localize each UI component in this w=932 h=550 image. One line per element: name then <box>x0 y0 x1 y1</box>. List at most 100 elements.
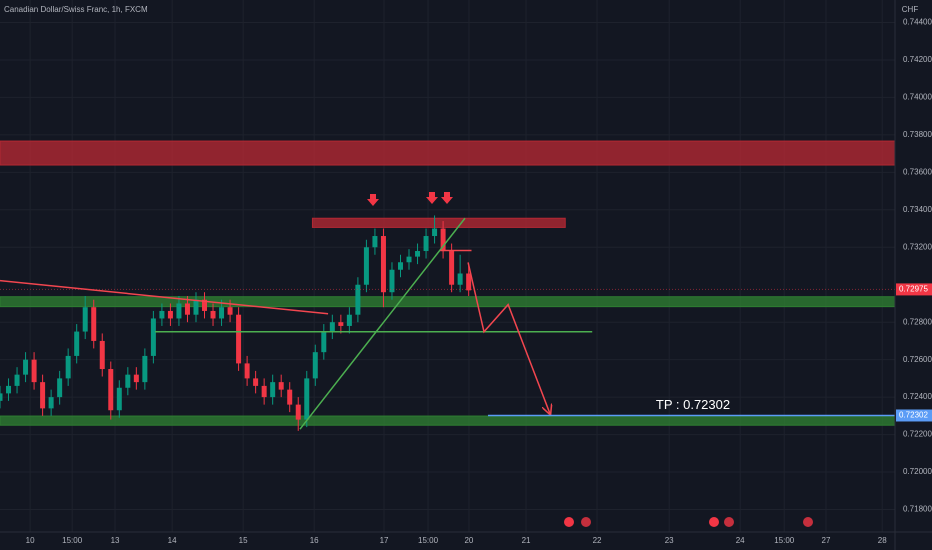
x-tick-label: 15 <box>239 536 248 545</box>
candle-body <box>6 385 12 394</box>
x-tick-label: 16 <box>310 536 319 545</box>
candle-body <box>253 378 259 386</box>
tp-axis-box <box>896 409 932 422</box>
candle-body <box>167 310 173 319</box>
candle-body <box>210 310 216 319</box>
plot-area <box>0 140 895 431</box>
candle-body <box>423 236 429 252</box>
event-icons <box>564 517 813 527</box>
y-tick-label: 0.73800 <box>903 130 932 139</box>
candle-body <box>125 374 131 388</box>
candle-body <box>440 228 446 252</box>
drawing-line <box>0 279 329 315</box>
y-tick-label: 0.74000 <box>903 93 932 102</box>
drawing-line <box>299 217 466 430</box>
candle-body <box>184 303 190 315</box>
x-tick-label: 21 <box>522 536 531 545</box>
candle-body <box>23 359 29 375</box>
y-tick-label: 0.72800 <box>903 317 932 326</box>
candle-body <box>466 273 472 291</box>
candle-body <box>432 228 438 237</box>
x-tick-label: 20 <box>464 536 473 545</box>
x-tick-label: 22 <box>593 536 602 545</box>
candle-body <box>74 331 80 356</box>
x-tick-label: 28 <box>878 536 887 545</box>
y-tick-label: 0.72000 <box>903 467 932 476</box>
candle-body <box>236 314 242 364</box>
candle-body <box>406 256 412 263</box>
candle-body <box>372 236 378 248</box>
candle-body <box>244 363 250 379</box>
candle-body <box>219 307 225 319</box>
candle-body <box>287 389 293 405</box>
y-tick-label: 0.74200 <box>903 55 932 64</box>
x-tick-label: 27 <box>822 536 831 545</box>
x-tick-label: 24 <box>736 536 745 545</box>
y-tick-label: 0.73200 <box>903 242 932 251</box>
zone <box>0 140 895 166</box>
candle-body <box>99 340 105 370</box>
tp-axis-label: 0.72302 <box>899 411 928 420</box>
candle-body <box>116 387 122 411</box>
zone <box>0 296 895 308</box>
candle-body <box>40 382 46 409</box>
candle-body <box>363 247 369 285</box>
candle-body <box>14 374 20 386</box>
x-tick-label: 14 <box>168 536 177 545</box>
candle-body <box>31 359 37 383</box>
y-tick-label: 0.71800 <box>903 505 932 514</box>
last-price-box <box>896 283 932 296</box>
candle-body <box>57 378 63 398</box>
candle-body <box>48 397 54 409</box>
candle-body <box>91 307 97 341</box>
last-price-label: 0.72975 <box>899 285 928 294</box>
candle-body <box>338 322 344 326</box>
candle-body <box>312 352 318 379</box>
zone <box>311 217 566 228</box>
currency-label: CHF <box>902 5 919 14</box>
y-tick-label: 0.72400 <box>903 392 932 401</box>
candle-body <box>457 273 463 285</box>
candle-body <box>108 369 114 411</box>
candle-body <box>159 310 165 319</box>
y-tick-label: 0.74400 <box>903 18 932 27</box>
candle-body <box>295 404 301 420</box>
x-tick-label: 17 <box>380 536 389 545</box>
candle-body <box>321 331 327 353</box>
x-tick-label: 10 <box>26 536 35 545</box>
signal-arrows <box>367 192 453 206</box>
candle-body <box>304 378 310 420</box>
candle-body <box>193 299 199 315</box>
drawing-line <box>467 262 550 414</box>
candle-body <box>202 299 208 311</box>
candle-body <box>415 251 421 257</box>
candle-body <box>82 307 88 332</box>
candle-body <box>355 284 361 315</box>
candle-body <box>150 318 156 356</box>
candle-body <box>397 262 403 270</box>
candle-body <box>346 314 352 326</box>
candle-body <box>380 236 386 293</box>
candle-body <box>449 251 455 285</box>
candle-body <box>65 355 71 379</box>
y-tick-label: 0.73400 <box>903 205 932 214</box>
x-tick-label: 15:00 <box>418 536 439 545</box>
tp-label: TP : 0.72302 <box>656 397 730 412</box>
y-tick-label: 0.73600 <box>903 167 932 176</box>
x-tick-label: 23 <box>665 536 674 545</box>
grid <box>0 0 895 532</box>
y-tick-label: 0.72200 <box>903 430 932 439</box>
chart-title: Canadian Dollar/Swiss Franc, 1h, FXCM <box>4 5 148 14</box>
candle-body <box>278 382 284 390</box>
x-tick-label: 15:00 <box>774 536 795 545</box>
x-tick-label: 13 <box>111 536 120 545</box>
candle-body <box>0 393 3 401</box>
candle-body <box>133 374 139 383</box>
candle-body <box>329 322 335 332</box>
y-tick-label: 0.72600 <box>903 355 932 364</box>
candle-body <box>142 355 148 383</box>
candle-body <box>389 269 395 293</box>
candle-body <box>270 382 276 398</box>
candle-body <box>261 385 267 398</box>
